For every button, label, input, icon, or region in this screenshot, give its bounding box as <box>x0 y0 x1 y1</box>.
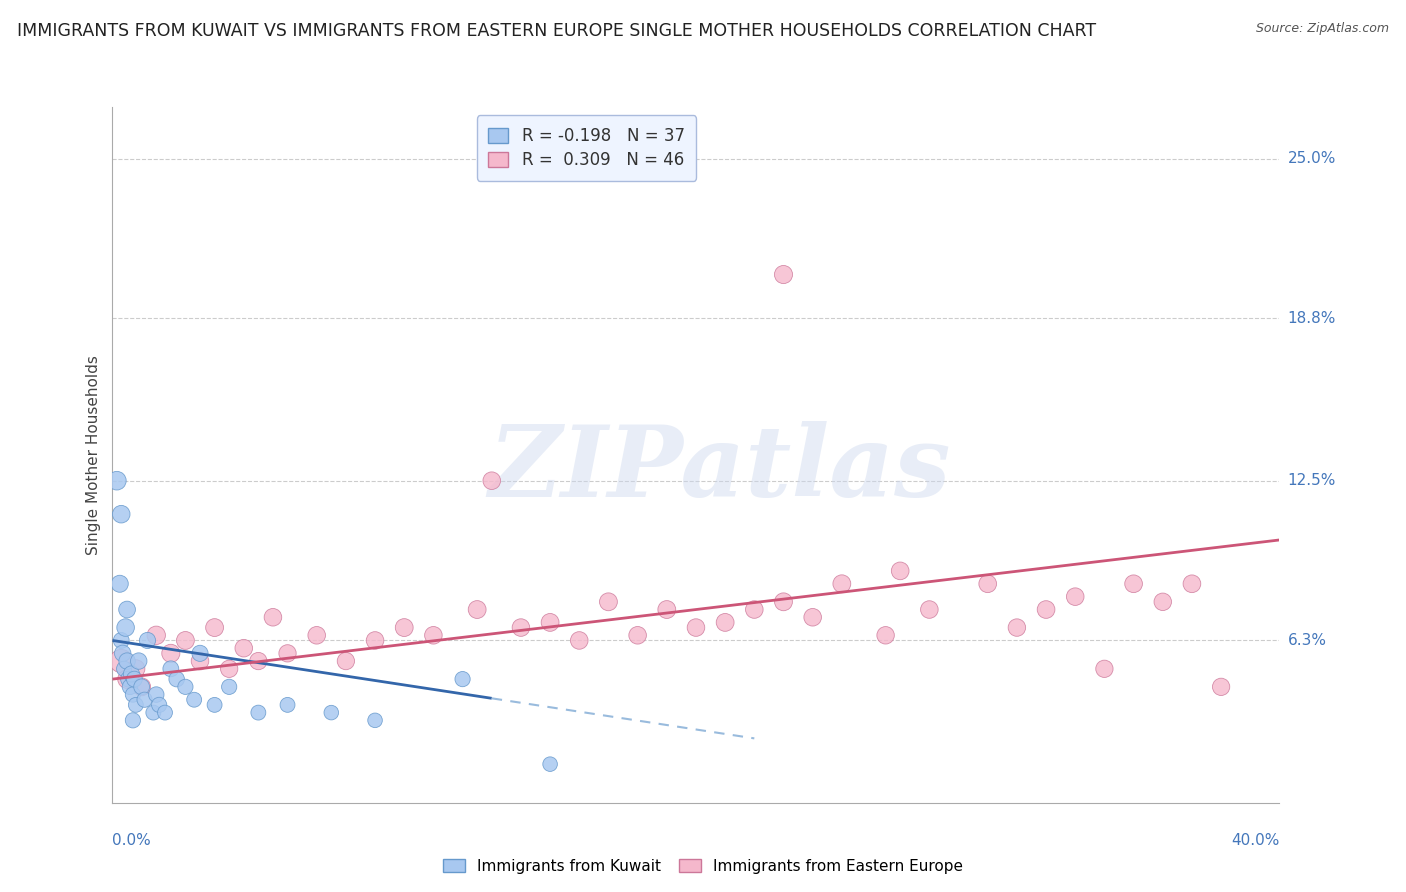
Point <box>112 662 135 676</box>
Point <box>1122 576 1144 591</box>
Point <box>218 680 240 694</box>
Point <box>115 672 138 686</box>
Legend: Immigrants from Kuwait, Immigrants from Eastern Europe: Immigrants from Kuwait, Immigrants from … <box>437 853 969 880</box>
Point <box>335 654 357 668</box>
Point <box>204 698 226 712</box>
Point <box>108 576 131 591</box>
Point <box>1181 576 1204 591</box>
Point <box>538 615 561 630</box>
Point <box>115 602 138 616</box>
Point <box>1094 662 1116 676</box>
Point <box>744 602 766 616</box>
Point <box>188 646 211 660</box>
Point <box>364 633 387 648</box>
Point <box>364 714 387 728</box>
Point <box>685 621 707 635</box>
Point <box>131 680 153 694</box>
Point <box>148 698 170 712</box>
Point <box>568 633 591 648</box>
Point <box>145 688 167 702</box>
Point <box>247 654 270 668</box>
Point <box>136 633 159 648</box>
Point <box>124 672 146 686</box>
Point <box>277 698 299 712</box>
Point <box>305 628 328 642</box>
Text: 40.0%: 40.0% <box>1232 833 1279 848</box>
Point <box>277 646 299 660</box>
Text: 6.3%: 6.3% <box>1288 633 1327 648</box>
Point <box>131 680 153 694</box>
Point <box>204 621 226 635</box>
Point <box>875 628 897 642</box>
Point <box>160 646 183 660</box>
Point <box>125 662 148 676</box>
Point <box>188 654 211 668</box>
Point <box>115 654 138 668</box>
Point <box>247 706 270 720</box>
Text: IMMIGRANTS FROM KUWAIT VS IMMIGRANTS FROM EASTERN EUROPE SINGLE MOTHER HOUSEHOLD: IMMIGRANTS FROM KUWAIT VS IMMIGRANTS FRO… <box>17 22 1097 40</box>
Text: ZIPatlas: ZIPatlas <box>488 421 950 517</box>
Point <box>110 507 132 521</box>
Point <box>114 621 136 635</box>
Point <box>232 641 254 656</box>
Point <box>111 646 134 660</box>
Point <box>1211 680 1233 694</box>
Point <box>120 667 142 681</box>
Point <box>1005 621 1028 635</box>
Legend: R = -0.198   N = 37, R =  0.309   N = 46: R = -0.198 N = 37, R = 0.309 N = 46 <box>477 115 696 180</box>
Point <box>509 621 531 635</box>
Point <box>772 595 794 609</box>
Text: 12.5%: 12.5% <box>1288 473 1336 488</box>
Point <box>174 680 197 694</box>
Point <box>174 633 197 648</box>
Point <box>801 610 824 624</box>
Point <box>889 564 911 578</box>
Point <box>128 654 150 668</box>
Point <box>655 602 678 616</box>
Point <box>481 474 503 488</box>
Point <box>976 576 998 591</box>
Point <box>714 615 737 630</box>
Point <box>145 628 167 642</box>
Point <box>627 628 650 642</box>
Point <box>166 672 188 686</box>
Point <box>598 595 620 609</box>
Point <box>125 698 148 712</box>
Point <box>1152 595 1174 609</box>
Y-axis label: Single Mother Households: Single Mother Households <box>86 355 101 555</box>
Point <box>218 662 240 676</box>
Point <box>153 706 176 720</box>
Point <box>831 576 853 591</box>
Point <box>1035 602 1057 616</box>
Point <box>134 692 156 706</box>
Text: 25.0%: 25.0% <box>1288 151 1336 166</box>
Point <box>422 628 444 642</box>
Point <box>772 268 794 282</box>
Point <box>122 714 145 728</box>
Point <box>105 474 128 488</box>
Point <box>118 680 141 694</box>
Point <box>538 757 561 772</box>
Text: 0.0%: 0.0% <box>112 833 152 848</box>
Point <box>451 672 474 686</box>
Point <box>183 692 205 706</box>
Point <box>394 621 416 635</box>
Point <box>110 654 132 668</box>
Point <box>465 602 488 616</box>
Point <box>262 610 284 624</box>
Point <box>1064 590 1087 604</box>
Point <box>160 662 183 676</box>
Text: 18.8%: 18.8% <box>1288 310 1336 326</box>
Point <box>122 688 145 702</box>
Text: Source: ZipAtlas.com: Source: ZipAtlas.com <box>1256 22 1389 36</box>
Point <box>117 672 139 686</box>
Point <box>321 706 343 720</box>
Point <box>918 602 941 616</box>
Point <box>142 706 165 720</box>
Point <box>110 633 132 648</box>
